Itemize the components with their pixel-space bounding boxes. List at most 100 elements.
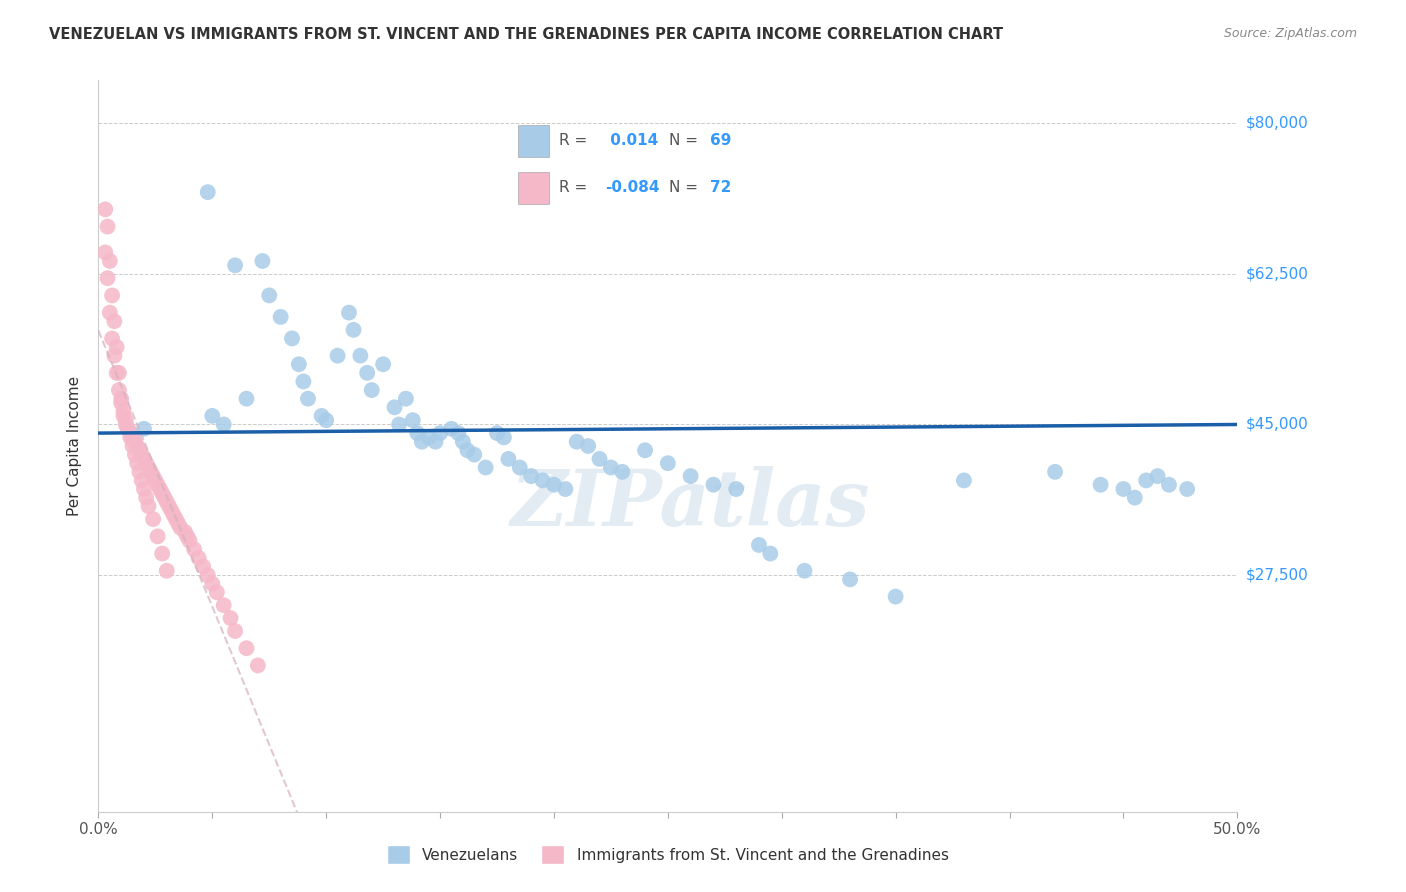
Point <box>112 409 135 423</box>
Point <box>135 491 157 505</box>
Point <box>411 434 433 449</box>
Point <box>576 439 599 453</box>
Text: 0.014: 0.014 <box>606 133 658 148</box>
Point <box>1157 477 1180 491</box>
Point <box>486 426 509 441</box>
Text: Source: ZipAtlas.com: Source: ZipAtlas.com <box>1223 27 1357 40</box>
Point <box>384 401 406 415</box>
Point <box>108 366 131 380</box>
Point <box>103 349 125 363</box>
Point <box>187 550 209 565</box>
Point <box>531 474 554 488</box>
Point <box>235 392 257 406</box>
Point <box>117 422 139 436</box>
Text: N =: N = <box>669 133 699 148</box>
Point <box>139 465 162 479</box>
Point <box>105 366 128 380</box>
Legend: Venezuelans, Immigrants from St. Vincent and the Grenadines: Venezuelans, Immigrants from St. Vincent… <box>381 839 955 870</box>
Point <box>162 508 184 522</box>
Point <box>153 491 176 505</box>
Point <box>292 375 315 389</box>
Point <box>509 460 531 475</box>
Point <box>201 576 224 591</box>
Point <box>235 641 257 656</box>
Point <box>246 658 269 673</box>
Point <box>1146 469 1168 483</box>
Point <box>138 500 160 514</box>
Y-axis label: Per Capita Income: Per Capita Income <box>67 376 83 516</box>
Point <box>1123 491 1146 505</box>
Text: ZIPatlas: ZIPatlas <box>510 467 870 542</box>
Point <box>132 482 155 496</box>
Point <box>101 288 124 302</box>
Text: $80,000: $80,000 <box>1246 116 1309 131</box>
Point <box>138 460 160 475</box>
Point <box>145 474 167 488</box>
Point <box>121 430 143 444</box>
Point <box>121 439 143 453</box>
Text: R =: R = <box>560 180 588 195</box>
Point <box>456 443 478 458</box>
Point <box>146 477 169 491</box>
Point <box>156 495 179 509</box>
Point <box>135 456 157 470</box>
Point <box>110 392 132 406</box>
Point <box>356 366 378 380</box>
Point <box>326 349 349 363</box>
Point <box>103 314 125 328</box>
Point <box>212 417 235 432</box>
Point <box>311 409 333 423</box>
Point <box>402 413 425 427</box>
Text: R =: R = <box>560 133 588 148</box>
Point <box>224 624 246 638</box>
Point <box>124 448 146 462</box>
Point <box>224 258 246 272</box>
Point <box>447 426 470 441</box>
Point <box>349 349 371 363</box>
Point <box>112 404 135 418</box>
Point <box>297 392 319 406</box>
Point <box>588 451 610 466</box>
Text: 69: 69 <box>710 133 731 148</box>
Point <box>157 500 180 514</box>
Point <box>156 564 179 578</box>
Point <box>94 202 117 217</box>
Point <box>793 564 815 578</box>
Point <box>425 434 447 449</box>
Point <box>219 611 242 625</box>
Point <box>127 456 149 470</box>
Point <box>1135 474 1157 488</box>
Point <box>360 383 382 397</box>
Point <box>197 185 219 199</box>
Text: $45,000: $45,000 <box>1246 417 1309 432</box>
Point <box>1112 482 1135 496</box>
Point <box>839 573 862 587</box>
Point <box>498 451 520 466</box>
Text: N =: N = <box>669 180 699 195</box>
Point <box>120 426 142 441</box>
Point <box>252 254 274 268</box>
Point <box>105 340 128 354</box>
Point <box>142 469 165 483</box>
Point <box>165 512 187 526</box>
Point <box>634 443 657 458</box>
Point <box>94 245 117 260</box>
Point <box>167 516 190 531</box>
Point <box>429 426 451 441</box>
Point <box>179 533 201 548</box>
Point <box>270 310 292 324</box>
Point <box>315 413 337 427</box>
Point <box>451 434 474 449</box>
Point <box>98 254 121 268</box>
Point <box>149 482 172 496</box>
Point <box>388 417 411 432</box>
Text: 72: 72 <box>710 180 731 195</box>
Point <box>205 585 228 599</box>
Point <box>1175 482 1198 496</box>
Point <box>440 422 463 436</box>
Point <box>600 460 623 475</box>
Point <box>120 430 142 444</box>
Point <box>176 529 198 543</box>
Point <box>288 357 311 371</box>
Point <box>1043 465 1066 479</box>
